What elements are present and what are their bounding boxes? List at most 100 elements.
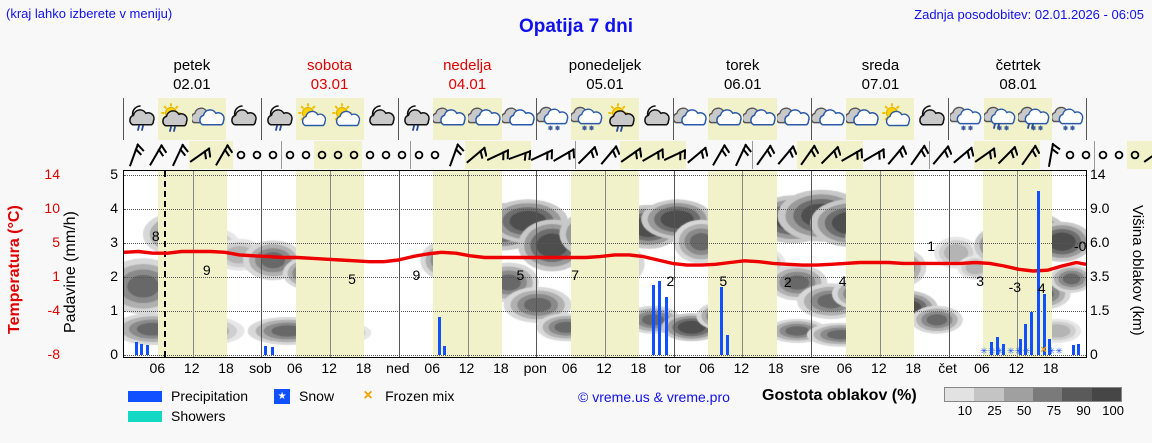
day-date: 02.01 (173, 76, 211, 93)
calm-wind-icon (1127, 141, 1143, 169)
noon-gridline-3 (605, 171, 606, 357)
moon-cloud-icon (639, 98, 673, 140)
calm-wind-icon (282, 141, 298, 169)
temperature-label-7: 5 (719, 272, 728, 289)
snow-icon: ★ (274, 388, 291, 404)
wind-barb-icon (211, 141, 233, 169)
noon-gridline-0 (192, 171, 194, 357)
x-tick-19: sre (800, 360, 820, 376)
x-tick-16: 06 (699, 360, 715, 376)
cloud-density-scale (944, 387, 1122, 402)
precip-tick-3: 2 (110, 268, 118, 284)
showers-swatch (128, 410, 162, 422)
legend-frozen-mix: × Frozen mix (360, 387, 454, 405)
day-header-4: torek 06.01 (674, 56, 812, 96)
wind-barb-icon (167, 141, 189, 169)
wind-barb-icon (974, 141, 996, 169)
day-header-3: ponedeljek 05.01 (536, 56, 674, 96)
wind-barb-icon (819, 141, 841, 169)
page-title: Opatija 7 dni (518, 16, 634, 37)
cloud-cloud-icon (811, 98, 846, 140)
precipitation-swatch (128, 390, 162, 402)
location-menu-note[interactable]: (kraj lahko izberete v meniju) (6, 6, 173, 21)
temperature-axis-ticks: 14 10 5 1 -4 -8 (28, 166, 60, 362)
cloud-tick-2: 6.0 (1090, 234, 1110, 250)
cloud-snow-icon (949, 98, 983, 140)
x-tick-11: pon (523, 360, 547, 376)
cloud-cloud-icon (501, 98, 536, 140)
wind-barb-icon (753, 141, 775, 169)
x-tick-8: 06 (424, 360, 440, 376)
precip-tick-0: 5 (110, 166, 118, 182)
icon-day-4 (674, 98, 812, 140)
wind-day-6 (1095, 141, 1152, 169)
precipitation-bar-8 (657, 281, 661, 355)
wind-barb-icon (686, 141, 708, 169)
wind-barb-icon (1018, 141, 1040, 169)
temperature-label-14: -0 (1073, 237, 1087, 254)
x-tick-6: 18 (355, 360, 372, 376)
noon-gridline-1 (330, 171, 332, 357)
wind-day-5 (930, 141, 1095, 169)
wind-barb-icon (620, 141, 642, 169)
noon-gridline-4 (742, 171, 744, 357)
wind-barb-icon (487, 141, 509, 169)
wind-barb-icon (576, 141, 598, 169)
snow-marker-6: ✳ (1047, 346, 1056, 356)
icon-day-1 (262, 98, 400, 140)
wind-barb-icon (443, 141, 465, 169)
cloud-cloud-icon (742, 98, 777, 140)
precipitation-bar-19 (1042, 293, 1046, 355)
cloud-scale-label-3: 75 (1046, 403, 1062, 418)
legend-frozen-mix-label: Frozen mix (385, 388, 455, 404)
night-band (433, 171, 502, 357)
chart-legend: Precipitation ★ Snow × Frozen mix Shower… (128, 386, 598, 432)
calm-wind-icon (346, 141, 362, 169)
noon-gridline-6 (1017, 171, 1019, 357)
calm-wind-icon (330, 141, 346, 169)
snow-marker-3: ✳ (1007, 346, 1015, 356)
day-name: petek (173, 57, 211, 74)
x-tick-15: tor (664, 360, 681, 376)
precipitation-bar-11 (726, 335, 730, 355)
precipitation-bar-7 (652, 284, 656, 355)
cloud-density-legend-title: Gostota oblakov (%) (762, 387, 917, 404)
precipitation-bar-0 (134, 342, 138, 355)
snow-marker-4: ✳ (1014, 346, 1023, 356)
calm-wind-icon (314, 141, 330, 169)
legend-precipitation-label: Precipitation (171, 388, 249, 404)
cloud-scale-label-2: 50 (1016, 403, 1032, 418)
day-separator-3 (536, 171, 538, 357)
temperature-label-0: 8 (151, 228, 160, 245)
x-tick-20: 06 (836, 360, 853, 376)
x-tick-17: 12 (733, 360, 750, 376)
precipitation-bar-15 (1018, 338, 1022, 355)
calm-wind-icon (394, 141, 410, 169)
x-tick-7: ned (386, 360, 410, 376)
temp-tick-2: 5 (52, 234, 60, 250)
cloud-snow-icon (536, 98, 571, 140)
calm-wind-icon (265, 141, 281, 169)
snow-marker-5: ✳ (1022, 346, 1031, 356)
temperature-label-8: 2 (783, 274, 792, 291)
cloud-scale-label-4: 90 (1076, 403, 1091, 418)
sun-cloud-icon (880, 98, 915, 140)
precipitation-bar-17 (1030, 311, 1034, 355)
legend-showers: Showers (128, 408, 225, 424)
temperature-label-3: 9 (412, 266, 421, 283)
day-name: nedelja (443, 57, 492, 74)
wind-barb-icon (1143, 141, 1152, 169)
precipitation-axis-title: Padavine (mm/h) (62, 211, 79, 334)
frozen-mix-icon: × (363, 387, 373, 404)
legend-showers-label: Showers (171, 408, 226, 424)
temperature-curve (124, 249, 1086, 273)
precipitation-bar-22 (1077, 344, 1081, 355)
wind-barb-icon (553, 141, 575, 169)
snow-marker-2: ✳ (995, 346, 1004, 356)
cloud-cloud-icon (192, 98, 227, 140)
temperature-axis-title: Temperatura (°C) (6, 205, 23, 335)
copyright-link[interactable]: © vreme.us & vreme.pro (578, 389, 730, 405)
wind-day-4 (753, 141, 930, 169)
cloud-scale-label-0: 10 (957, 403, 973, 418)
precipitation-bar-18 (1036, 191, 1040, 355)
